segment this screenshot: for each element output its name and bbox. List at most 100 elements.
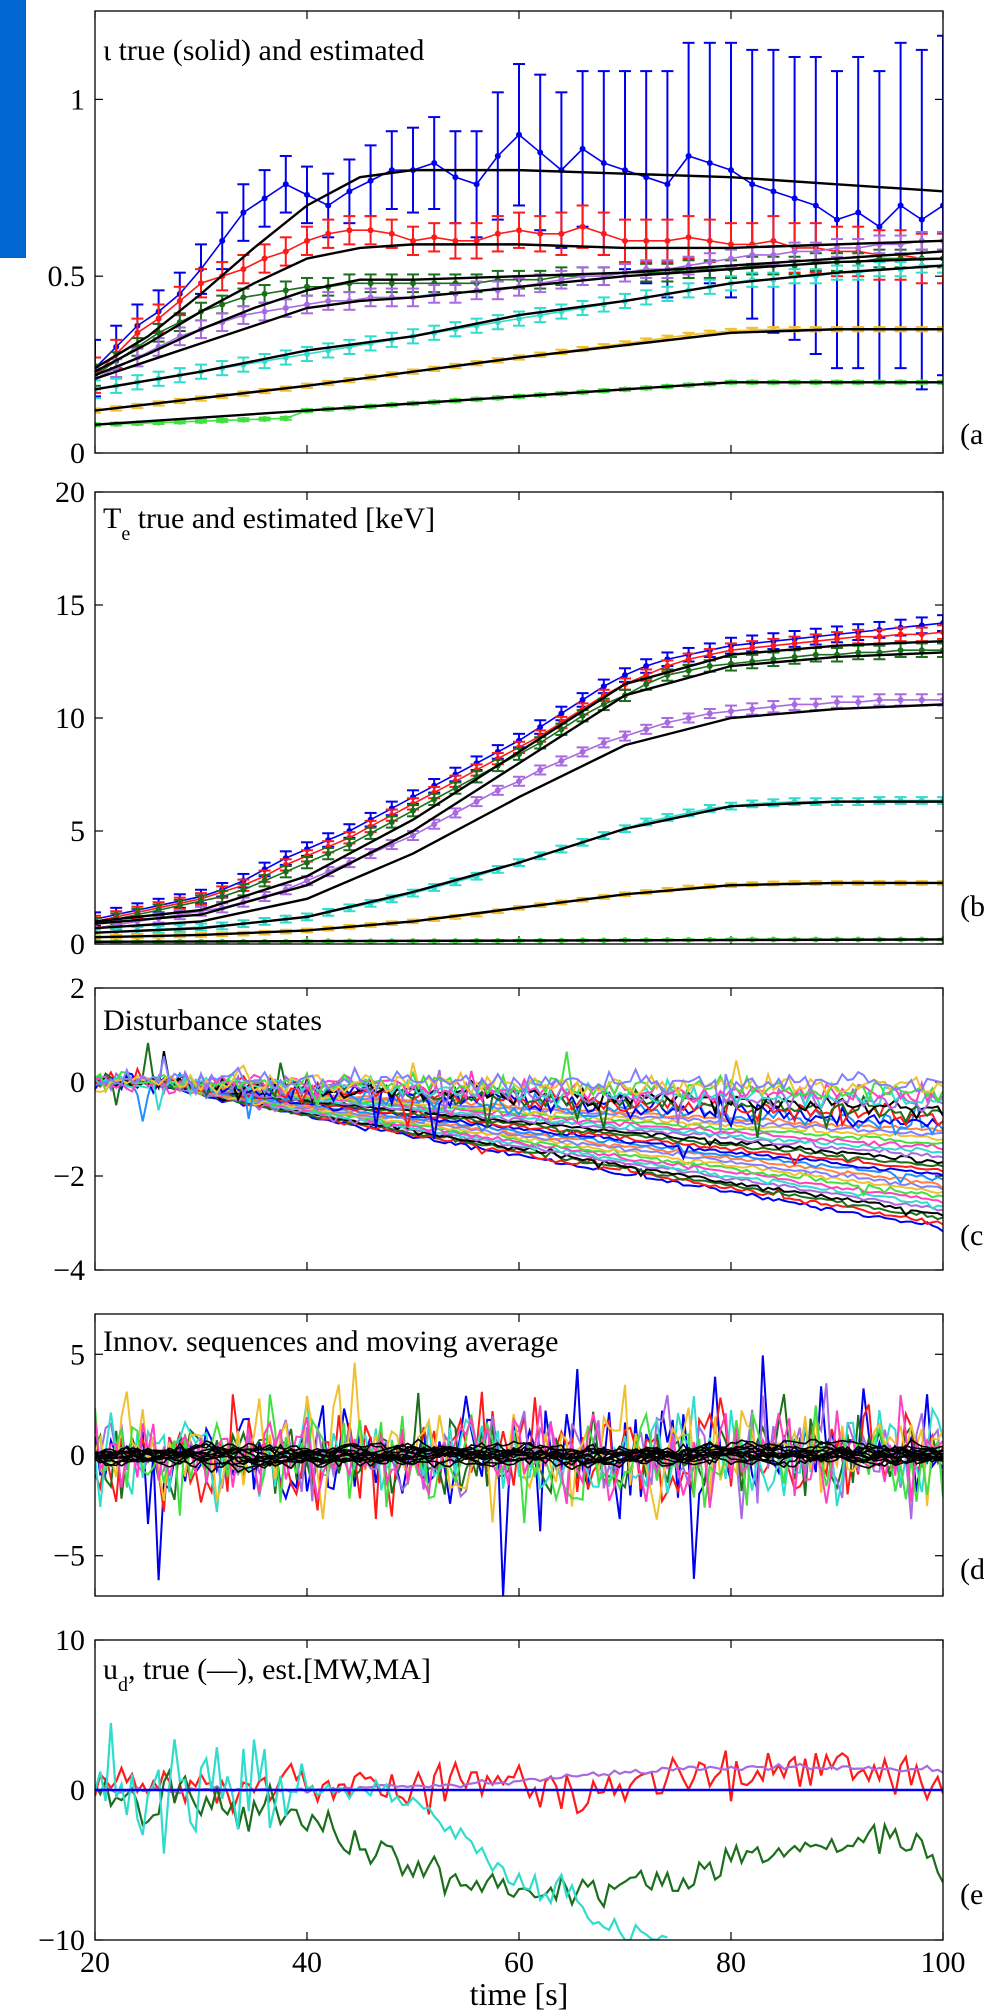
- y-tick-label: −2: [53, 1160, 85, 1193]
- panel-d-frame: [94, 1313, 944, 1597]
- disturbance-state-line: [95, 1080, 943, 1195]
- panel-c: (c −4 −2 0 2 Disturbance states: [53, 972, 983, 1287]
- panel-a-lines: [95, 34, 943, 428]
- error-bar: [513, 310, 525, 327]
- error-bar: [216, 417, 229, 424]
- error-bar: [746, 702, 759, 716]
- panel-c-ytick-labels: −4 −2 0 2: [53, 972, 85, 1287]
- y-tick-label: 20: [55, 476, 85, 509]
- y-tick-label: 0: [70, 1066, 85, 1099]
- error-bar: [619, 730, 631, 742]
- panel-d-ytick-labels: −5 0 5: [53, 1338, 85, 1572]
- error-bar: [449, 807, 462, 819]
- error-bar: [873, 70, 886, 384]
- y-tick-label: −4: [53, 1254, 85, 1287]
- panel-c-lines: [95, 1042, 943, 1233]
- red-input-estimate-line: [95, 1750, 943, 1816]
- error-bar: [301, 855, 313, 870]
- panel-e-label: (e: [960, 1878, 983, 1911]
- panel-c-frame: [94, 987, 944, 1271]
- cyan-input-estimate-line: [95, 1722, 668, 1940]
- error-bar: [279, 415, 292, 422]
- error-bar: [407, 368, 419, 375]
- error-bar: [195, 418, 207, 425]
- error-bar: [258, 416, 271, 423]
- y-tick-label: 0: [70, 1439, 85, 1472]
- disturbance-state-line: [95, 1060, 943, 1098]
- y-tick-label: −5: [53, 1540, 85, 1573]
- error-bar: [491, 91, 504, 221]
- error-bar: [131, 374, 144, 391]
- panel-d-title: Innov. sequences and moving average: [103, 1325, 558, 1358]
- x-axis-label: time [s]: [470, 1976, 569, 2012]
- y-tick-label: 0.5: [48, 260, 86, 293]
- error-bar: [385, 287, 398, 308]
- panel-b: (b 0 5 10 15 20 Te true and estimated [keV]: [55, 476, 984, 961]
- panel-d-lines: [95, 1355, 943, 1596]
- true-profile-line: [95, 264, 943, 391]
- error-bar: [152, 370, 165, 387]
- error-bar: [343, 837, 356, 852]
- error-bar: [576, 746, 589, 758]
- error-bar: [322, 342, 335, 359]
- error-bar: [364, 215, 377, 246]
- disturbance-state-line: [95, 1079, 943, 1210]
- disturbance-state-line: [95, 1079, 943, 1212]
- error-bar: [428, 222, 441, 253]
- error-bar: [597, 211, 610, 256]
- error-bar: [407, 225, 419, 256]
- panel-a-label: (a: [960, 418, 983, 451]
- panel-b-label: (b: [960, 890, 984, 923]
- error-bar: [301, 225, 313, 256]
- error-bar: [322, 291, 335, 311]
- panel-c-label: (c: [960, 1219, 983, 1252]
- panel-e-lines: [95, 1722, 943, 1940]
- x-tick-label: 20: [80, 1946, 110, 1979]
- panel-e-title-rest: , true (––), est.[MW,MA]: [128, 1653, 431, 1686]
- y-tick-label: 10: [55, 702, 85, 735]
- panel-b-title-main: T: [103, 502, 121, 535]
- x-tick-label: 80: [716, 1946, 746, 1979]
- panel-b-title: Te true and estimated [keV]: [103, 502, 435, 545]
- red-estimate-series: [95, 204, 943, 394]
- error-bar: [322, 218, 335, 249]
- error-bar: [216, 211, 229, 271]
- error-bar: [491, 784, 504, 796]
- error-bar: [237, 253, 250, 285]
- panel-a: (a 00.51 ι true (solid) and estimated: [48, 10, 983, 470]
- error-bar: [597, 737, 610, 749]
- error-bar: [703, 707, 716, 719]
- error-bar: [279, 236, 292, 267]
- panel-e-xtick-labels: 20 40 60 80 100: [80, 1946, 966, 1979]
- error-bar: [343, 338, 356, 355]
- error-bar: [576, 204, 589, 249]
- error-bar: [894, 626, 907, 643]
- error-bar: [619, 218, 631, 264]
- panel-b-lines: [95, 614, 943, 944]
- innovation-sequence-line: [95, 1391, 943, 1520]
- error-bar: [322, 846, 335, 861]
- error-bar: [301, 165, 313, 225]
- error-bar: [470, 222, 483, 260]
- cyan-estimate-series: [95, 796, 943, 938]
- panel-e-title-sub: d: [118, 1674, 128, 1696]
- y-tick-label: 2: [70, 972, 85, 1005]
- true-profile-line: [95, 639, 943, 923]
- true-profile-line: [95, 703, 943, 930]
- y-tick-label: 5: [70, 1338, 85, 1371]
- true-profile-line: [95, 651, 943, 925]
- moving-average-line: [95, 1442, 943, 1471]
- panel-a-ytick-labels: 00.51: [48, 83, 86, 470]
- moving-average-line: [95, 1438, 943, 1474]
- yellow-estimate-series: [95, 326, 943, 414]
- panel-b-ytick-labels: 0 5 10 15 20: [55, 476, 85, 961]
- moving-average-line: [95, 1438, 943, 1466]
- error-bar: [385, 920, 398, 927]
- error-bar: [831, 70, 843, 370]
- true-profile-line: [95, 381, 943, 426]
- panel-b-ticks: [94, 491, 944, 945]
- error-bar: [534, 764, 547, 776]
- error-bar: [449, 130, 462, 225]
- error-bar: [364, 922, 377, 929]
